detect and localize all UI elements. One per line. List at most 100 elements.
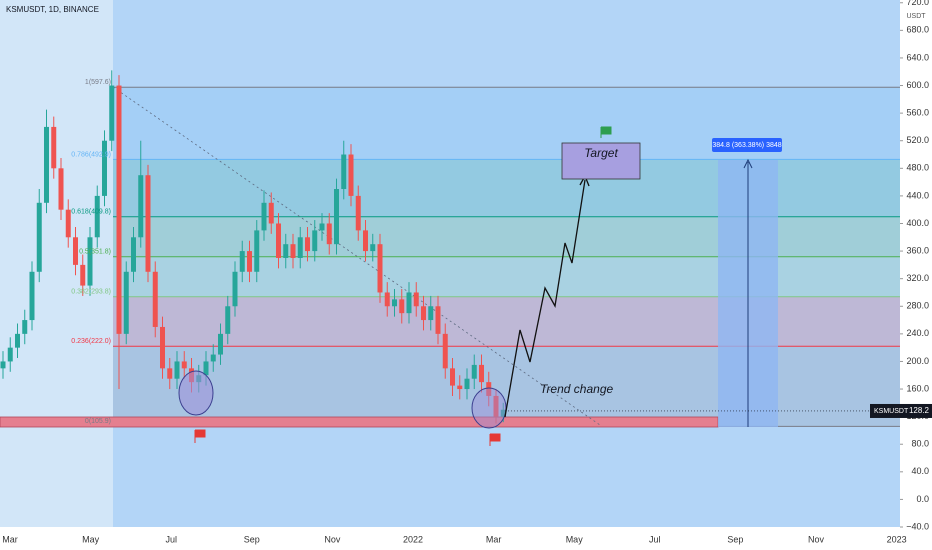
candle-body: [406, 292, 412, 314]
candle-body: [384, 292, 390, 307]
candle-body: [471, 364, 477, 379]
candle-body: [73, 237, 78, 265]
candle-body: [58, 168, 64, 210]
candle-body: [442, 333, 448, 369]
target-box: [561, 142, 641, 180]
candle-body: [486, 382, 492, 396]
trend-label: Trend change: [540, 382, 613, 396]
candle-body: [348, 154, 354, 196]
fib-zone: [113, 159, 900, 217]
measure-label: 384.8 (363.38%) 3848: [712, 142, 781, 149]
candle-body: [450, 368, 455, 386]
time-axis: [0, 527, 900, 550]
projection-path: [504, 179, 586, 418]
y-tick-label: 600.0: [906, 80, 929, 90]
candle-body: [0, 361, 6, 369]
candle-body: [152, 271, 158, 327]
candle-body: [87, 237, 93, 286]
candle-body: [7, 347, 13, 362]
candle-body: [29, 271, 35, 321]
fib-zone: [113, 256, 900, 297]
candle-body: [145, 175, 151, 272]
fib-label: 1(597.6): [85, 79, 111, 86]
y-tick-label: 80.0: [911, 439, 929, 449]
circle-marker: [178, 370, 214, 416]
candle-body: [65, 209, 71, 238]
y-tick-label: 720.0: [906, 0, 929, 7]
candle-body: [363, 230, 368, 252]
y-unit: USDT: [906, 13, 926, 20]
candle-body: [355, 195, 361, 231]
measure-label-box: [712, 138, 782, 152]
candle-body: [123, 271, 129, 334]
candle-body: [51, 126, 57, 169]
candle-body: [102, 140, 107, 196]
x-tick-label: 2022: [403, 534, 423, 544]
x-tick-label: May: [82, 534, 100, 544]
candle-body: [203, 361, 209, 376]
fib-label: 0.786(492.9): [71, 151, 111, 158]
target-label: Target: [584, 146, 618, 160]
candle-body: [377, 244, 383, 293]
y-tick-label: −40.0: [906, 521, 929, 531]
x-tick-label: Sep: [727, 534, 743, 544]
candle-body: [334, 189, 339, 245]
candle-body: [254, 230, 260, 272]
candle-body: [268, 202, 274, 224]
y-tick-label: 680.0: [906, 25, 929, 35]
candle-body: [22, 320, 28, 334]
flag-green: [600, 126, 612, 138]
y-tick-label: 320.0: [906, 273, 929, 283]
candle-body: [493, 395, 499, 417]
candle-body: [312, 230, 318, 252]
candle-body: [457, 385, 463, 390]
candle-body: [210, 354, 216, 362]
candle-body: [239, 251, 245, 272]
y-tick-label: 40.0: [911, 466, 929, 476]
candle-body: [80, 264, 86, 286]
fib-label: 0.618(409.8): [71, 209, 111, 216]
x-tick-label: Nov: [808, 534, 825, 544]
y-tick-label: 200.0: [906, 356, 929, 366]
candle-body: [500, 409, 506, 417]
y-tick-label: 640.0: [906, 52, 929, 62]
candle-body: [421, 306, 426, 321]
candle-body: [167, 368, 173, 379]
candle-body: [44, 126, 49, 203]
fib-label: 0.236(222.0): [71, 338, 111, 345]
fib-trend-line: [112, 86, 601, 426]
x-tick-label: Mar: [486, 534, 502, 544]
y-tick-label: 520.0: [906, 135, 929, 145]
x-tick-label: Mar: [2, 534, 18, 544]
fib-zone: [113, 296, 900, 347]
fib-zone: [113, 216, 900, 257]
candle-body: [305, 237, 310, 252]
flag-red: [194, 429, 206, 443]
y-tick-label: 0.0: [916, 494, 929, 504]
candle-body: [341, 154, 347, 190]
y-tick-label: 160.0: [906, 383, 929, 393]
x-tick-label: Nov: [324, 534, 341, 544]
candle-body: [225, 306, 231, 334]
candle-body: [131, 237, 136, 272]
x-tick-label: Jul: [649, 534, 661, 544]
chart-title: KSMUSDT, 1D, BINANCE: [6, 5, 99, 14]
candle-body: [116, 85, 122, 334]
y-tick-label: 240.0: [906, 328, 929, 338]
fib-label: 0.382(293.8): [71, 289, 111, 296]
x-tick-label: May: [566, 534, 584, 544]
candle-body: [138, 175, 144, 238]
x-tick-label: Jul: [165, 534, 177, 544]
candle-body: [276, 223, 281, 258]
candle-body: [174, 361, 180, 379]
candle-body: [370, 244, 376, 252]
y-tick-label: 560.0: [906, 108, 929, 118]
x-tick-label: 2023: [887, 534, 907, 544]
candle-body: [399, 299, 405, 314]
y-tick-label: 400.0: [906, 218, 929, 228]
measure-arrow-head: [743, 158, 753, 169]
candle-body: [218, 333, 223, 355]
y-tick-label: 440.0: [906, 190, 929, 200]
candle-body: [464, 378, 470, 390]
y-tick-label: 280.0: [906, 301, 929, 311]
